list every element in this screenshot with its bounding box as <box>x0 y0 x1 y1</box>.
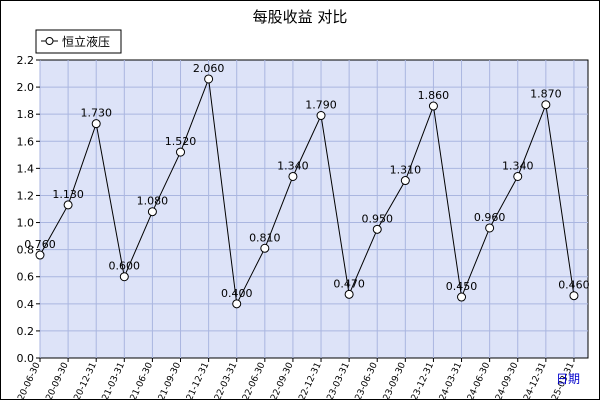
data-point[interactable] <box>372 224 382 234</box>
legend-label: 恒立液压 <box>62 34 110 49</box>
data-point[interactable] <box>428 101 438 111</box>
data-label: 0.810 <box>249 231 281 244</box>
plot-area <box>39 59 589 359</box>
data-label: 1.310 <box>390 164 422 177</box>
data-label: 0.460 <box>558 279 590 292</box>
data-label: 0.400 <box>221 287 253 300</box>
data-label: 0.760 <box>24 238 56 251</box>
data-label: 0.600 <box>109 260 141 273</box>
data-label: 1.520 <box>165 135 197 148</box>
y-tick-label: 1.4 <box>17 162 35 175</box>
data-label: 1.080 <box>137 195 169 208</box>
data-point[interactable] <box>316 111 326 121</box>
data-point[interactable] <box>63 200 73 210</box>
y-tick-label: 0.0 <box>17 352 35 365</box>
data-point[interactable] <box>288 171 298 181</box>
y-tick-label: 1.0 <box>17 217 35 230</box>
data-point[interactable] <box>260 243 270 253</box>
grid-lines <box>39 60 588 358</box>
data-point[interactable] <box>204 74 214 84</box>
data-label: 1.860 <box>418 89 450 102</box>
data-point[interactable] <box>513 171 523 181</box>
legend[interactable]: 恒立液压 <box>35 29 122 54</box>
data-label: 1.790 <box>305 99 337 112</box>
data-label: 0.470 <box>333 277 365 290</box>
legend-marker-icon <box>45 37 54 45</box>
y-tick-label: 2.2 <box>17 54 35 67</box>
data-label: 1.340 <box>502 159 534 172</box>
data-point[interactable] <box>485 223 495 233</box>
data-label: 1.870 <box>530 88 562 101</box>
data-point[interactable] <box>91 119 101 129</box>
y-tick-label: 1.8 <box>17 108 35 121</box>
y-tick-label: 0.8 <box>17 244 35 257</box>
data-label: 1.340 <box>277 159 309 172</box>
data-point[interactable] <box>35 250 45 260</box>
data-point[interactable] <box>400 176 410 186</box>
series-group: 0.760 1.130 1.730 0.600 1.080 1.520 2.060 0.400… <box>24 62 590 309</box>
legend-box <box>35 29 122 54</box>
y-tick-label: 0.4 <box>17 298 35 311</box>
data-label: 2.060 <box>193 62 225 75</box>
data-label: 0.960 <box>474 211 506 224</box>
data-point[interactable] <box>569 291 579 301</box>
y-axis: 0.0 0.2 0.4 0.6 0.8 1.0 1.2 1.4 1.6 1.8 2.0 2.2 <box>17 54 40 365</box>
y-tick-label: 2.0 <box>17 81 35 94</box>
data-label: 0.950 <box>361 212 393 225</box>
y-tick-label: 0.2 <box>17 325 35 338</box>
x-axis-label: 日期 <box>556 372 580 386</box>
data-point[interactable] <box>457 292 467 302</box>
data-point[interactable] <box>344 289 354 299</box>
data-point[interactable] <box>119 272 129 282</box>
data-point[interactable] <box>147 207 157 217</box>
data-point[interactable] <box>541 100 551 110</box>
y-tick-label: 1.2 <box>17 189 35 202</box>
data-point[interactable] <box>176 147 186 157</box>
y-tick-label: 0.6 <box>17 271 35 284</box>
y-tick-label: 1.6 <box>17 135 35 148</box>
series-line <box>39 78 575 306</box>
data-point[interactable] <box>232 299 242 309</box>
data-label: 0.450 <box>446 280 478 293</box>
data-label: 1.130 <box>52 188 84 201</box>
data-label: 1.730 <box>80 107 112 120</box>
chart-title: 每股收益 对比 <box>253 8 348 26</box>
